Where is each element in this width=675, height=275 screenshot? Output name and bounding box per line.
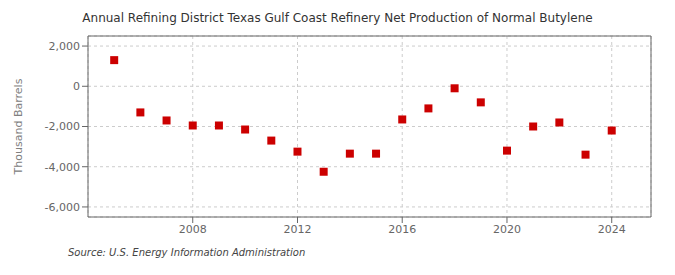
html-text:Annual Refining District Texas: Annual Refining District Texas Gulf Coas… — [82, 11, 593, 25]
svg-text:2020: 2020 — [493, 223, 521, 236]
svg-text:2,000: 2,000 — [49, 40, 81, 53]
svg-text:-4,000: -4,000 — [45, 161, 80, 174]
svg-text:-2,000: -2,000 — [45, 120, 80, 133]
svg-text:2024: 2024 — [598, 223, 626, 236]
svg-text:Thousand Barrels: Thousand Barrels — [12, 78, 25, 175]
svg-text:0: 0 — [73, 80, 80, 93]
html-text:Source: U.S. Energy Informatio: Source: U.S. Energy Information Administ… — [68, 247, 306, 258]
svg-text:2016: 2016 — [388, 223, 416, 236]
svg-text:2008: 2008 — [179, 223, 207, 236]
svg-text:2012: 2012 — [283, 223, 311, 236]
svg-text:-6,000: -6,000 — [45, 201, 80, 214]
